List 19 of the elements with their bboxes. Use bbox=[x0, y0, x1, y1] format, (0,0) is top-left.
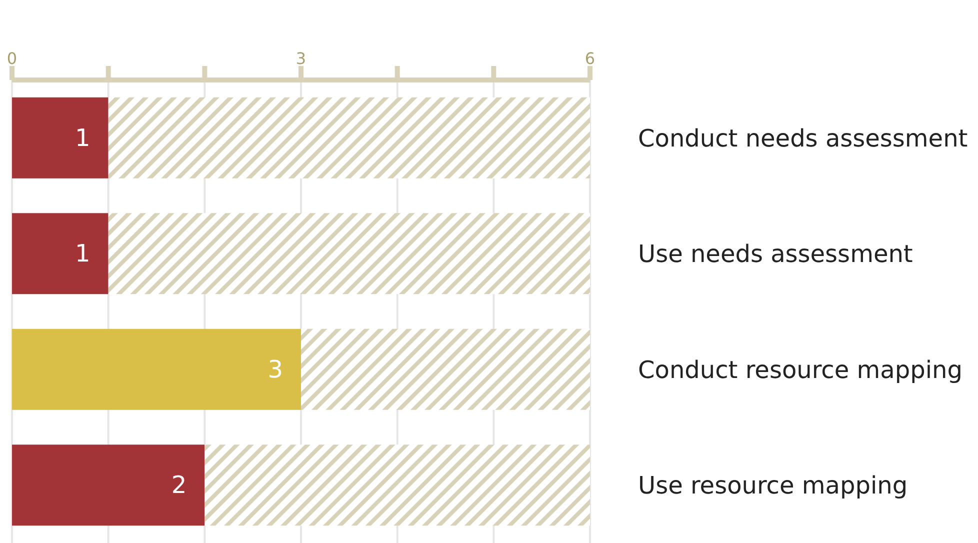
bar bbox=[108, 97, 590, 178]
bar bbox=[12, 213, 108, 294]
x-tick-label: 6 bbox=[584, 49, 596, 68]
x-tick-label: 3 bbox=[296, 49, 306, 68]
data-label: 1 bbox=[75, 240, 90, 268]
y-tick-label: Use resource mapping bbox=[638, 472, 908, 500]
bar bbox=[12, 328, 301, 410]
bar bbox=[204, 444, 590, 526]
bar bbox=[12, 444, 205, 526]
data-label: 2 bbox=[171, 471, 187, 500]
data-label: 3 bbox=[268, 355, 283, 384]
bar bbox=[108, 213, 590, 294]
y-tick-label: Conduct needs assessment bbox=[638, 124, 968, 152]
y-tick-label: Conduct resource mapping bbox=[638, 356, 962, 384]
data-label: 1 bbox=[75, 124, 90, 152]
bar bbox=[301, 328, 590, 410]
bar bbox=[12, 97, 108, 178]
y-tick-label: Use needs assessment bbox=[638, 240, 913, 268]
x-tick-label: 0 bbox=[6, 49, 18, 68]
